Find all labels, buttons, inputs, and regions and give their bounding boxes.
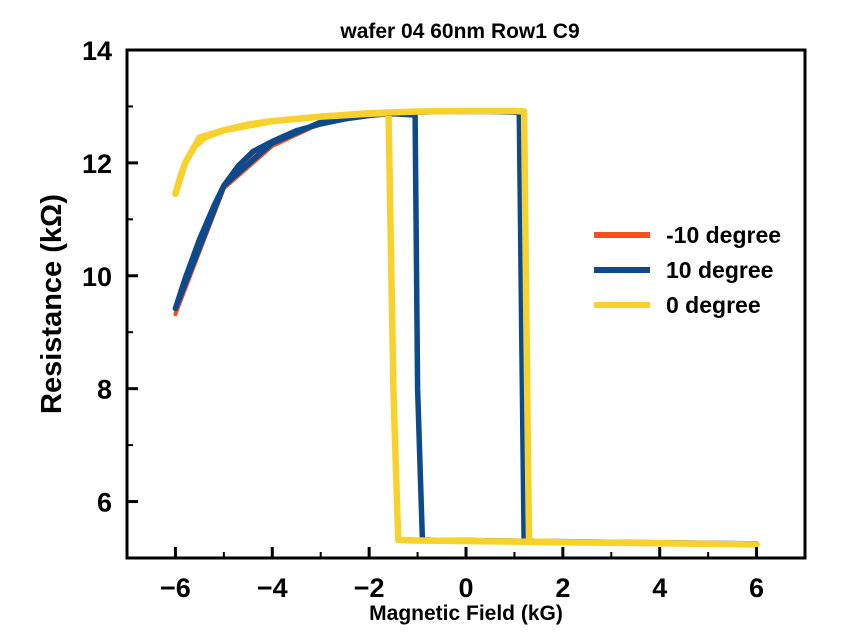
legend-label: 0 degree bbox=[666, 292, 761, 318]
x-axis-label: Magnetic Field (kG) bbox=[369, 602, 563, 625]
y-tick-label: 8 bbox=[97, 375, 112, 405]
y-tick-label: 12 bbox=[82, 149, 112, 179]
x-tick-label: 0 bbox=[458, 573, 473, 603]
axis-ticks: −6 −4 −2 0 2 4 6 6 8 10 12 14 bbox=[82, 36, 764, 603]
x-tick-label: −4 bbox=[257, 573, 288, 603]
series-line bbox=[172, 108, 760, 547]
series-line bbox=[173, 109, 759, 546]
series-lines bbox=[172, 107, 760, 548]
y-axis-label: Resistance (kΩ) bbox=[36, 194, 68, 414]
x-tick-label: 2 bbox=[555, 573, 570, 603]
x-tick-label: −2 bbox=[354, 573, 385, 603]
legend-label: -10 degree bbox=[666, 222, 781, 248]
x-tick-label: 4 bbox=[652, 573, 667, 603]
y-tick-label: 14 bbox=[82, 36, 112, 66]
y-tick-label: 6 bbox=[97, 488, 112, 518]
legend-label: 10 degree bbox=[666, 257, 773, 283]
x-tick-label: 6 bbox=[749, 573, 764, 603]
legend: -10 degree 10 degree 0 degree bbox=[594, 222, 781, 318]
y-tick-label: 10 bbox=[82, 262, 112, 292]
series-line bbox=[172, 107, 760, 548]
x-tick-label: −6 bbox=[160, 573, 191, 603]
chart-title: wafer 04 60nm Row1 C9 bbox=[339, 20, 579, 43]
